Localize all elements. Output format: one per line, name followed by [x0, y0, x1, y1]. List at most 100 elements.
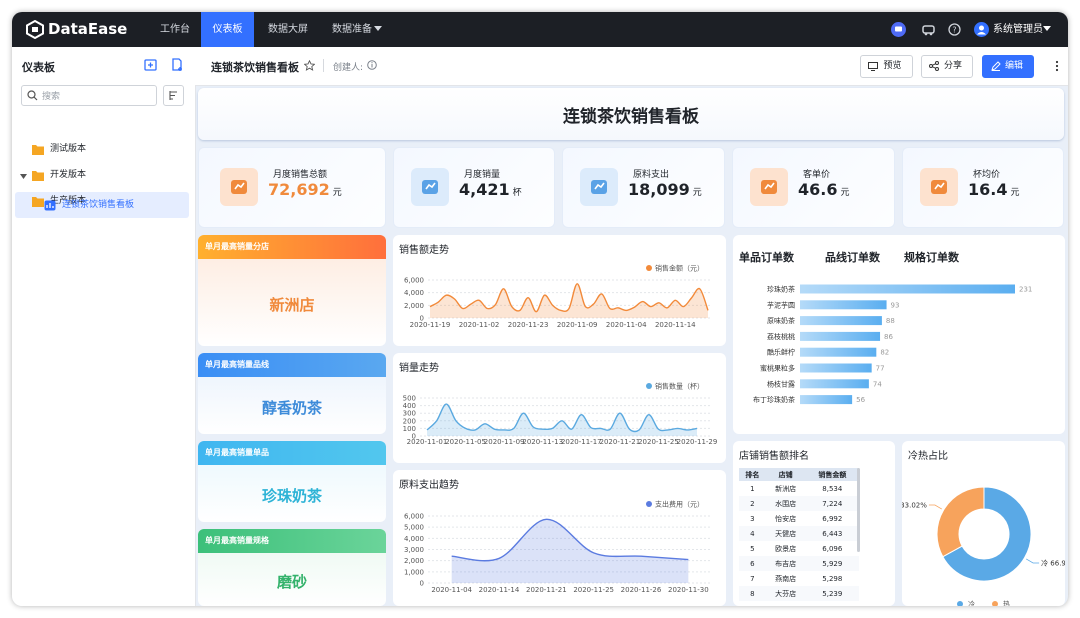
table-cell: 水围店	[775, 499, 797, 508]
bar	[800, 300, 887, 310]
table-panel: 店铺销售额排名 排名 店铺 销售金额 1 新洲店 8,534 2 水围店 7,224 3 怡安店 6,9…	[733, 441, 895, 606]
app-icon[interactable]	[922, 23, 935, 36]
user-name[interactable]: 系统管理员	[993, 24, 1043, 35]
bar	[800, 363, 872, 373]
y-tick-label: 0	[420, 580, 424, 588]
info-icon[interactable]	[367, 60, 377, 70]
ranking-table: 排名 店铺 销售金额 1 新洲店 8,534 2 水围店 7,224 3 怡安店 6,992 4 天健店 6…	[739, 468, 859, 601]
kpi-glyph	[231, 180, 247, 194]
data-label: 88	[886, 317, 895, 325]
kpi-glyph	[761, 180, 777, 194]
y-tick-label: 300	[403, 410, 416, 418]
y-tick-label: 2,000	[404, 557, 424, 565]
nav-item[interactable]: 工作台	[160, 24, 190, 35]
bar	[800, 347, 877, 357]
tree-item[interactable]: 生产版本	[50, 196, 87, 206]
table-cell: 7,224	[822, 499, 843, 508]
kpi-icon	[920, 168, 958, 206]
data-label: 热 33.02%	[902, 501, 927, 510]
tree-item[interactable]: 测试版本	[50, 144, 87, 154]
sort-button[interactable]	[163, 85, 184, 106]
preview-button[interactable]: 预览	[860, 55, 913, 78]
avatar[interactable]	[974, 22, 989, 37]
y-tick-label: 蜜桃果粒多	[760, 364, 795, 373]
legend-swatch	[646, 383, 652, 389]
expand-caret[interactable]	[20, 174, 27, 180]
line	[429, 283, 709, 313]
y-tick-label: 6,000	[404, 277, 424, 285]
table-cell: 3	[750, 514, 755, 523]
table-row: 4 天健店 6,443	[739, 526, 859, 541]
nav-item[interactable]: 数据大屏	[268, 24, 308, 35]
legend-label: 支出费用（元）	[655, 500, 704, 509]
new-dashboard-icon[interactable]	[171, 58, 183, 72]
y-tick-label: 3,000	[404, 546, 424, 554]
tree-item[interactable]: 连锁茶饮销售看板	[62, 200, 135, 210]
kpi-value: 16.4	[968, 180, 1008, 199]
button-label: 编辑	[1004, 61, 1023, 71]
leader-line	[1026, 558, 1040, 564]
kpi-value-row: 46.6 元	[798, 180, 850, 199]
kpi-icon	[750, 168, 788, 206]
kpi-label: 杯均价	[973, 170, 1001, 180]
glyph-shape	[594, 182, 605, 190]
legend-swatch	[957, 601, 963, 606]
nav-item-active[interactable]: 仪表板	[201, 12, 254, 47]
table-cell: 1	[750, 484, 755, 493]
kpi-unit: 杯	[512, 188, 522, 198]
share-button[interactable]: 分享	[921, 55, 973, 78]
message-icon[interactable]	[891, 22, 906, 37]
icon-shape	[32, 145, 44, 155]
chart-canvas: 01002003004005002020-11-012020-11-052020…	[403, 382, 718, 447]
search-box[interactable]: 搜索	[21, 85, 157, 106]
kpi-card: 客单价 46.6 元	[732, 147, 895, 228]
new-folder-icon[interactable]	[144, 59, 157, 71]
highlight-header: 单月最高销量分店	[198, 235, 386, 259]
top-nav: DataEase 工作台 仪表板 数据大屏 数据准备 ? 系统管理员	[12, 12, 1068, 47]
star-icon[interactable]	[304, 60, 315, 71]
x-tick-label: 2020-11-14	[655, 321, 696, 329]
highlight-header: 单月最高销量规格	[198, 529, 386, 553]
highlight-label: 单月最高销量品线	[205, 360, 269, 369]
help-icon[interactable]: ?	[948, 23, 961, 36]
icon-shape	[32, 171, 44, 181]
x-tick-label: 2020-11-19	[410, 321, 451, 329]
kpi-card: 月度销售总额 72,692 元	[198, 147, 386, 228]
kpi-glyph	[931, 180, 947, 194]
x-tick-label: 2020-11-04	[606, 321, 647, 329]
bar	[800, 379, 869, 389]
sidebar: 仪表板 搜索 测试版本 开发版本 生产版本 连锁茶饮销售看板	[12, 47, 196, 606]
table-cell: 8	[750, 589, 755, 598]
highlight-card: 单月最高销量单品 珍珠奶茶	[198, 441, 386, 522]
y-tick-label: 杨枝甘露	[767, 379, 795, 388]
tree-item[interactable]: 开发版本	[50, 170, 87, 180]
area	[427, 404, 697, 436]
edit-button[interactable]: 编辑	[982, 55, 1034, 78]
data-label: 77	[876, 365, 885, 373]
icon-shape	[46, 203, 54, 208]
highlight-header: 单月最高销量单品	[198, 441, 386, 465]
button-label: 分享	[943, 61, 962, 71]
kpi-value-row: 4,421 杯	[459, 180, 522, 199]
kpi-value: 4,421	[459, 180, 510, 199]
kpi-label: 客单价	[803, 170, 831, 180]
line	[451, 518, 689, 562]
chart-canvas: 0 2,000 4,000 6,000 2020-11-19 2020-11-02 2020…	[404, 264, 712, 329]
folder-icon	[32, 171, 44, 181]
legend-label: 冷	[968, 600, 975, 607]
nav-item[interactable]: 数据准备	[332, 24, 372, 35]
more-icon[interactable]	[1055, 59, 1059, 73]
legend-swatch	[646, 265, 652, 271]
kpi-value: 46.6	[798, 180, 838, 199]
table-cell: 布吉店	[775, 559, 797, 568]
glyph-shape	[591, 180, 607, 194]
x-tick-label: 2020-11-25	[573, 586, 614, 594]
column-header: 销售金额	[805, 468, 859, 481]
table-row: 8 大芬店 5,239	[739, 586, 859, 601]
kpi-card: 杯均价 16.4 元	[902, 147, 1064, 228]
table-cell: 新洲店	[775, 484, 797, 493]
kpi-unit: 元	[840, 188, 850, 198]
leader-line	[928, 504, 942, 510]
column-header: 店铺	[765, 468, 806, 481]
